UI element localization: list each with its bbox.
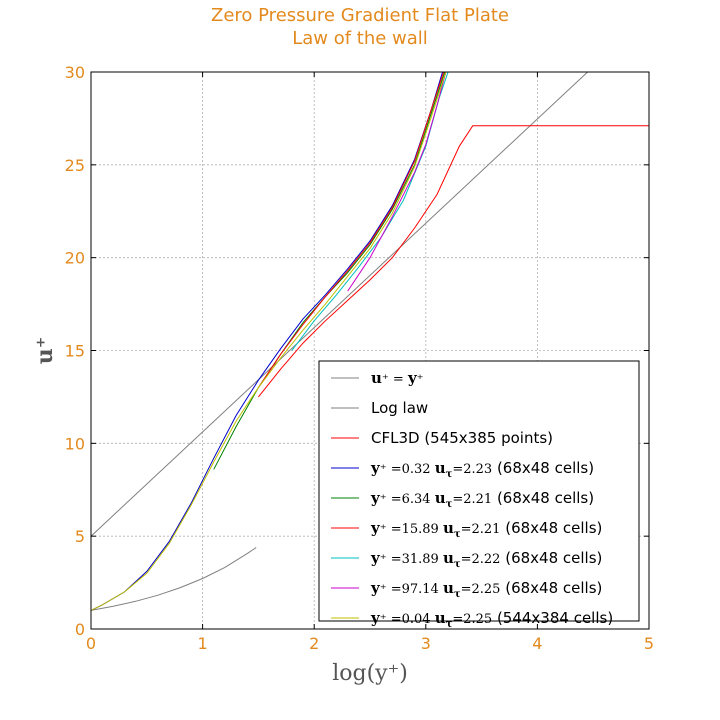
legend-label-3: y⁺ =0.32 uτ=2.23 (68x48 cells) [370,459,594,480]
legend-label-7: y⁺ =97.14 uτ=2.25 (68x48 cells) [370,579,602,600]
legend-label-0: u⁺ = y⁺ [371,369,424,387]
chart-subtitle: Law of the wall [292,28,428,49]
y-tick-label: 20 [65,249,85,268]
legend-box [318,360,640,622]
x-axis-label: log(y⁺) [332,661,408,686]
chart-title: Zero Pressure Gradient Flat Plate [211,5,509,26]
legend-label-4: y⁺ =6.34 uτ=2.21 (68x48 cells) [370,489,594,510]
x-tick-label: 2 [309,634,319,653]
series-line-1 [91,72,588,537]
legend-label-2: CFL3D (545x385 points) [371,429,553,447]
y-tick-label: 5 [75,527,85,546]
y-tick-label: 10 [65,434,85,453]
series-line-2 [258,125,649,398]
x-tick-label: 5 [644,634,654,653]
series-line-3 [91,72,443,611]
y-axis-label: u⁺ [32,337,58,365]
legend-label-5: y⁺ =15.89 uτ=2.21 (68x48 cells) [370,519,602,540]
legend-label-8: y⁺ =0.04 uτ=2.25 (544x384 cells) [370,609,613,630]
series-line-0 [91,547,257,611]
series-line-7 [347,72,447,292]
series-line-8 [91,72,447,611]
x-tick-label: 0 [86,634,96,653]
y-tick-label: 15 [65,342,85,361]
legend-label-1: Log law [371,399,428,417]
series-line-5 [257,72,445,388]
x-tick-label: 1 [198,634,208,653]
x-tick-label: 4 [532,634,542,653]
y-tick-label: 25 [65,156,85,175]
legend-label-6: y⁺ =31.89 uτ=2.22 (68x48 cells) [370,549,602,570]
x-tick-label: 3 [421,634,431,653]
series-line-4 [213,72,446,470]
y-tick-label: 0 [75,620,85,639]
y-tick-label: 30 [65,63,85,82]
series-group [91,72,649,611]
